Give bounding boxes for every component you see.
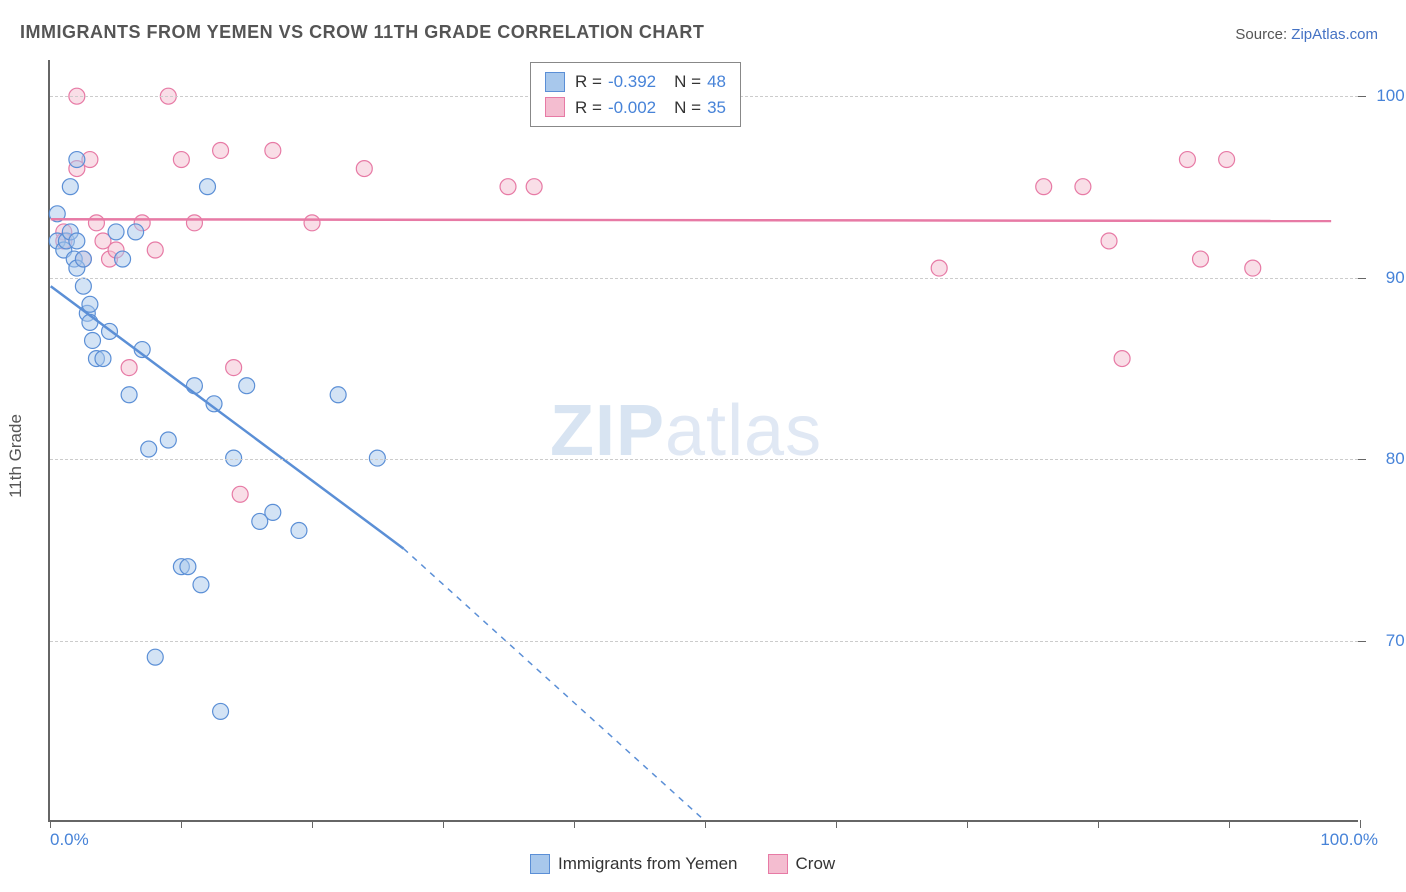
scatter-point xyxy=(304,215,320,231)
scatter-point xyxy=(173,152,189,168)
scatter-point xyxy=(200,179,216,195)
scatter-point xyxy=(239,378,255,394)
scatter-point xyxy=(186,378,202,394)
scatter-point xyxy=(226,450,242,466)
legend-series: Immigrants from Yemen Crow xyxy=(530,854,835,874)
scatter-point xyxy=(526,179,542,195)
ytick-label: 70.0% xyxy=(1386,631,1406,651)
scatter-point xyxy=(1193,251,1209,267)
trend-line xyxy=(51,286,404,548)
scatter-point xyxy=(232,486,248,502)
scatter-point xyxy=(147,242,163,258)
legend-text: R =-0.392 N =48 xyxy=(575,69,726,95)
legend-series-item: Immigrants from Yemen xyxy=(530,854,738,874)
legend-correlation-row: R =-0.392 N =48 xyxy=(545,69,726,95)
legend-correlation-row: R =-0.002 N =35 xyxy=(545,95,726,121)
scatter-point xyxy=(121,360,137,376)
scatter-point xyxy=(213,703,229,719)
legend-text: R =-0.002 N =35 xyxy=(575,95,726,121)
trend-line-dashed xyxy=(403,549,704,820)
scatter-point xyxy=(369,450,385,466)
scatter-point xyxy=(186,215,202,231)
scatter-point xyxy=(265,504,281,520)
scatter-point xyxy=(1179,152,1195,168)
scatter-point xyxy=(931,260,947,276)
scatter-point xyxy=(141,441,157,457)
legend-swatch xyxy=(545,97,565,117)
scatter-point xyxy=(500,179,516,195)
plot-svg xyxy=(50,60,1358,820)
legend-swatch xyxy=(530,854,550,874)
legend-swatch xyxy=(545,72,565,92)
legend-series-label: Immigrants from Yemen xyxy=(558,854,738,874)
chart-container: IMMIGRANTS FROM YEMEN VS CROW 11TH GRADE… xyxy=(0,0,1406,892)
plot-area: ZIPatlas 70.0%80.0%90.0%100.0%0.0%100.0% xyxy=(48,60,1358,822)
source-link[interactable]: Source: ZipAtlas.com xyxy=(1235,26,1378,43)
scatter-point xyxy=(69,233,85,249)
scatter-point xyxy=(75,251,91,267)
scatter-point xyxy=(213,142,229,158)
gridline xyxy=(50,278,1358,279)
scatter-point xyxy=(1245,260,1261,276)
scatter-point xyxy=(291,522,307,538)
scatter-point xyxy=(1114,351,1130,367)
gridline xyxy=(50,459,1358,460)
ytick-label: 100.0% xyxy=(1376,86,1406,106)
scatter-point xyxy=(180,559,196,575)
scatter-point xyxy=(75,278,91,294)
scatter-point xyxy=(1075,179,1091,195)
chart-title: IMMIGRANTS FROM YEMEN VS CROW 11TH GRADE… xyxy=(20,22,704,43)
scatter-point xyxy=(88,215,104,231)
scatter-point xyxy=(69,152,85,168)
ytick-label: 90.0% xyxy=(1386,268,1406,288)
scatter-point xyxy=(121,387,137,403)
legend-series-item: Crow xyxy=(768,854,836,874)
scatter-point xyxy=(1101,233,1117,249)
scatter-point xyxy=(160,432,176,448)
legend-swatch xyxy=(768,854,788,874)
scatter-point xyxy=(226,360,242,376)
scatter-point xyxy=(356,161,372,177)
gridline xyxy=(50,641,1358,642)
scatter-point xyxy=(330,387,346,403)
y-axis-label: 11th Grade xyxy=(6,414,26,498)
scatter-point xyxy=(95,351,111,367)
scatter-point xyxy=(1036,179,1052,195)
scatter-point xyxy=(1219,152,1235,168)
scatter-point xyxy=(193,577,209,593)
source-label: Source: xyxy=(1235,26,1287,43)
xtick-label: 100.0% xyxy=(1320,830,1378,850)
trend-line xyxy=(51,219,1331,221)
legend-series-label: Crow xyxy=(796,854,836,874)
scatter-point xyxy=(85,332,101,348)
scatter-point xyxy=(62,179,78,195)
ytick-label: 80.0% xyxy=(1386,449,1406,469)
source-link-text: ZipAtlas.com xyxy=(1291,26,1378,43)
scatter-point xyxy=(108,224,124,240)
xtick-label: 0.0% xyxy=(50,830,89,850)
legend-correlation: R =-0.392 N =48 R =-0.002 N =35 xyxy=(530,62,741,127)
scatter-point xyxy=(265,142,281,158)
scatter-point xyxy=(115,251,131,267)
scatter-point xyxy=(128,224,144,240)
scatter-point xyxy=(147,649,163,665)
